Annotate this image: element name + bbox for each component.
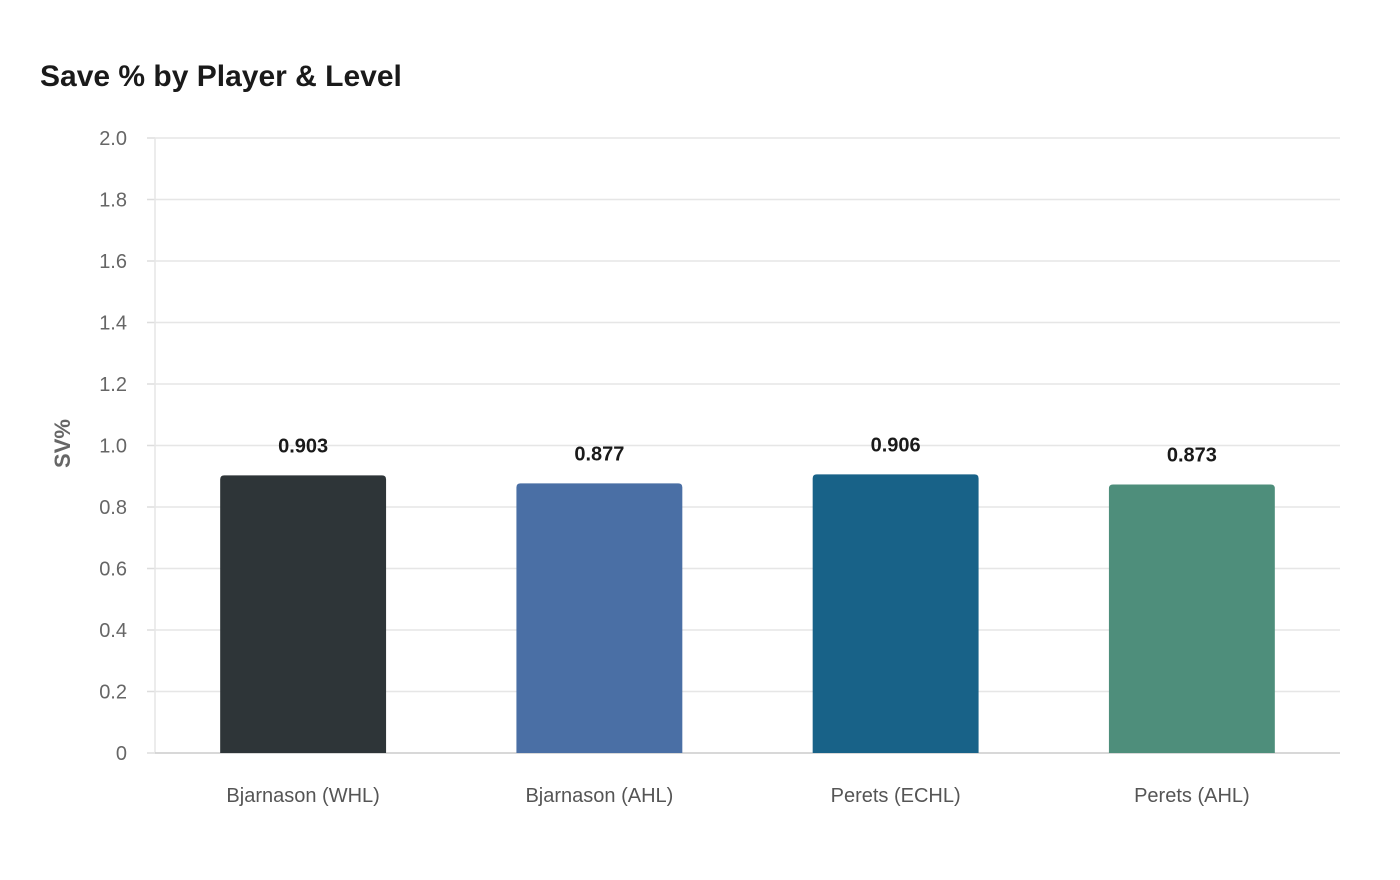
y-axis-label: SV% bbox=[50, 419, 75, 468]
y-tick-label: 0 bbox=[116, 743, 127, 765]
data-label: 0.903 bbox=[278, 435, 328, 457]
bar[interactable] bbox=[1108, 484, 1275, 753]
y-tick-label: 1.2 bbox=[99, 374, 127, 396]
x-tick-label: Bjarnason (AHL) bbox=[525, 785, 673, 807]
chart-title: Save % by Player & Level bbox=[40, 60, 402, 93]
x-tick-label: Perets (AHL) bbox=[1134, 785, 1250, 807]
data-label: 0.873 bbox=[1167, 445, 1217, 467]
y-tick-label: 1.0 bbox=[99, 436, 127, 458]
x-tick-label: Perets (ECHL) bbox=[831, 785, 961, 807]
y-tick-label: 0.6 bbox=[99, 559, 127, 581]
y-tick-label: 1.4 bbox=[99, 313, 127, 335]
data-label: 0.877 bbox=[574, 443, 624, 465]
labels: 0 0.2 0.4 0.6 0.8 1.0 1.2 1.4 1.6 1.8 2.0 0.903 Bjar… bbox=[99, 128, 1249, 807]
y-tick-label: 1.8 bbox=[99, 190, 127, 212]
data-label: 0.906 bbox=[871, 434, 921, 456]
y-tick-label: 1.6 bbox=[99, 251, 127, 273]
y-tick-label: 0.8 bbox=[99, 497, 127, 519]
x-tick-label: Bjarnason (WHL) bbox=[226, 785, 379, 807]
bar[interactable] bbox=[220, 475, 387, 753]
bar[interactable] bbox=[516, 483, 683, 753]
y-tick-label: 2.0 bbox=[99, 128, 127, 150]
y-tick-label: 0.2 bbox=[99, 682, 127, 704]
bars bbox=[220, 474, 1275, 753]
y-tick-label: 0.4 bbox=[99, 620, 127, 642]
bar[interactable] bbox=[812, 474, 979, 753]
